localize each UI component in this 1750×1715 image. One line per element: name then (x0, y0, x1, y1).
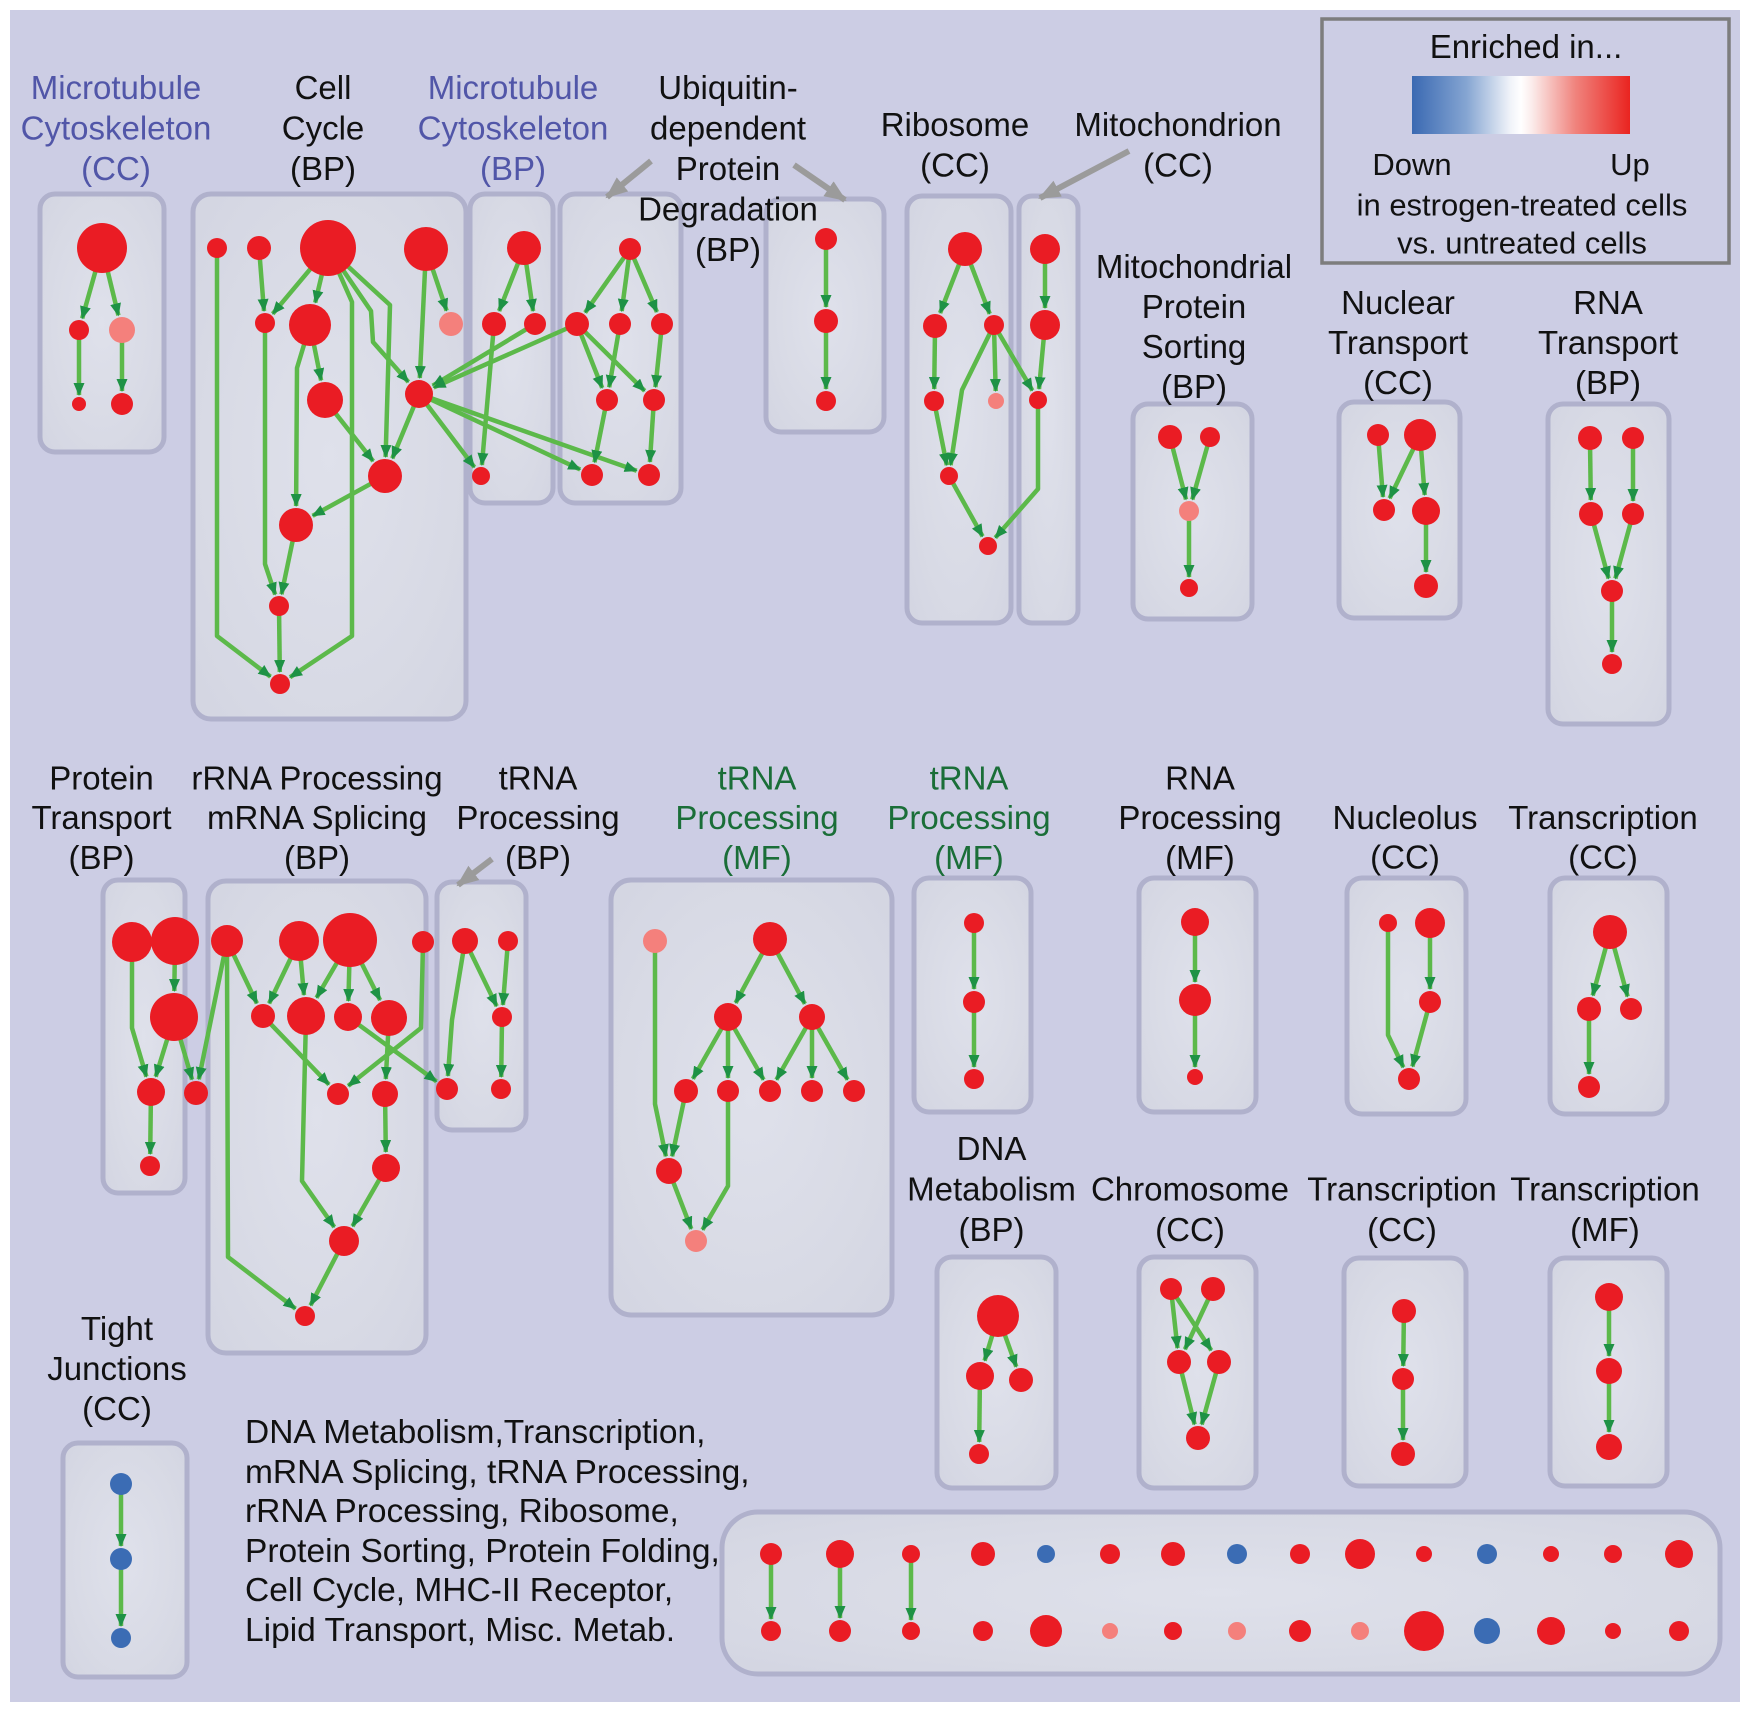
svg-text:Tight: Tight (81, 1310, 153, 1347)
svg-text:(BP): (BP) (1161, 368, 1227, 405)
svg-text:Processing: Processing (1118, 799, 1281, 836)
svg-text:Transcription: Transcription (1508, 799, 1698, 836)
svg-text:Nucleolus: Nucleolus (1333, 799, 1478, 836)
svg-text:rRNA Processing: rRNA Processing (191, 760, 442, 797)
svg-text:(BP): (BP) (284, 839, 350, 876)
svg-text:Ribosome: Ribosome (881, 106, 1030, 143)
svg-text:Down: Down (1372, 147, 1451, 182)
svg-text:(MF): (MF) (1165, 839, 1235, 876)
svg-text:Cell Cycle, MHC-II Receptor,: Cell Cycle, MHC-II Receptor, (245, 1572, 673, 1609)
svg-text:(CC): (CC) (1370, 839, 1440, 876)
svg-text:Processing: Processing (675, 799, 838, 836)
svg-text:mRNA Splicing: mRNA Splicing (207, 799, 427, 836)
svg-text:Protein: Protein (1142, 288, 1247, 325)
svg-text:Protein Sorting, Protein Foldi: Protein Sorting, Protein Folding, (245, 1533, 720, 1570)
svg-text:Transport: Transport (1328, 324, 1468, 361)
svg-text:Processing: Processing (456, 799, 619, 836)
svg-text:Degradation: Degradation (638, 191, 818, 228)
svg-text:Mitochondrial: Mitochondrial (1096, 248, 1292, 285)
svg-text:tRNA: tRNA (930, 760, 1009, 797)
svg-text:Transcription: Transcription (1510, 1171, 1700, 1208)
svg-text:Processing: Processing (887, 799, 1050, 836)
svg-text:(BP): (BP) (480, 150, 546, 187)
svg-text:RNA: RNA (1573, 284, 1643, 321)
svg-text:(BP): (BP) (695, 231, 761, 268)
svg-text:Cytoskeleton: Cytoskeleton (418, 110, 609, 147)
svg-text:Chromosome: Chromosome (1091, 1171, 1289, 1208)
svg-text:mRNA Splicing, tRNA Processing: mRNA Splicing, tRNA Processing, (245, 1454, 750, 1491)
svg-text:Mitochondrion: Mitochondrion (1074, 106, 1281, 143)
svg-text:(MF): (MF) (1570, 1211, 1640, 1248)
svg-text:Transport: Transport (32, 799, 172, 836)
svg-text:Metabolism: Metabolism (907, 1171, 1076, 1208)
svg-text:Up: Up (1610, 147, 1650, 182)
svg-text:Lipid Transport, Misc. Metab.: Lipid Transport, Misc. Metab. (245, 1612, 675, 1649)
svg-text:Transcription: Transcription (1307, 1171, 1497, 1208)
svg-text:(CC): (CC) (1367, 1211, 1437, 1248)
svg-text:(MF): (MF) (722, 839, 792, 876)
svg-text:Enriched in...: Enriched in... (1430, 28, 1623, 65)
svg-text:DNA Metabolism,Transcription,: DNA Metabolism,Transcription, (245, 1414, 705, 1451)
svg-text:tRNA: tRNA (499, 760, 578, 797)
svg-text:Cytoskeleton: Cytoskeleton (21, 110, 212, 147)
svg-text:(BP): (BP) (1575, 364, 1641, 401)
svg-text:Junctions: Junctions (47, 1350, 186, 1387)
svg-text:Microtubule: Microtubule (31, 69, 202, 106)
svg-text:dependent: dependent (650, 110, 806, 147)
svg-text:(BP): (BP) (290, 150, 356, 187)
svg-text:(CC): (CC) (82, 1390, 152, 1427)
svg-text:Ubiquitin-: Ubiquitin- (658, 69, 797, 106)
svg-text:Nuclear: Nuclear (1341, 284, 1455, 321)
svg-text:DNA: DNA (957, 1130, 1027, 1167)
svg-text:(BP): (BP) (959, 1211, 1025, 1248)
svg-text:Microtubule: Microtubule (428, 69, 599, 106)
svg-text:RNA: RNA (1165, 760, 1235, 797)
svg-text:(CC): (CC) (1363, 364, 1433, 401)
svg-text:Protein: Protein (676, 150, 781, 187)
svg-text:(CC): (CC) (1568, 839, 1638, 876)
svg-text:(CC): (CC) (1143, 147, 1213, 184)
svg-text:vs. untreated cells: vs. untreated cells (1397, 226, 1647, 261)
svg-text:Transport: Transport (1538, 324, 1678, 361)
svg-text:(CC): (CC) (81, 150, 151, 187)
svg-text:(MF): (MF) (934, 839, 1004, 876)
svg-text:Cell: Cell (295, 69, 352, 106)
svg-text:Sorting: Sorting (1142, 328, 1247, 365)
svg-text:(BP): (BP) (505, 839, 571, 876)
svg-text:Cycle: Cycle (282, 110, 365, 147)
svg-text:in estrogen-treated cells: in estrogen-treated cells (1357, 188, 1688, 223)
svg-text:Protein: Protein (49, 760, 154, 797)
svg-text:(CC): (CC) (920, 147, 990, 184)
svg-text:(CC): (CC) (1155, 1211, 1225, 1248)
svg-text:rRNA Processing, Ribosome,: rRNA Processing, Ribosome, (245, 1493, 679, 1530)
svg-text:tRNA: tRNA (718, 760, 797, 797)
svg-text:(BP): (BP) (69, 839, 135, 876)
